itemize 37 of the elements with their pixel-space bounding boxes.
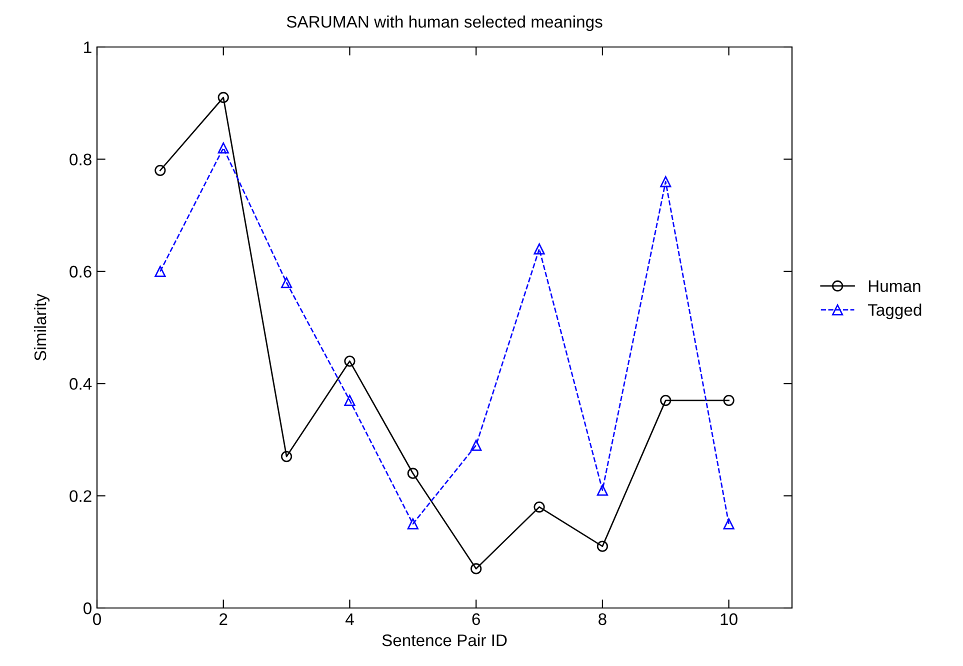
- y-tick-label: 1: [84, 42, 92, 54]
- x-tick-label: 2: [220, 613, 228, 625]
- point: [660, 394, 672, 406]
- legend-label: Human: [868, 280, 920, 292]
- point: [154, 266, 166, 277]
- point: [596, 484, 608, 496]
- x-axis-title: Sentence Pair ID: [382, 634, 507, 646]
- point: [596, 540, 608, 552]
- y-tick-label: 0.6: [70, 266, 92, 278]
- chart-title: SARUMAN with human selected meanings: [286, 15, 602, 32]
- point: [280, 277, 292, 288]
- point: [723, 394, 734, 406]
- x-tick-label: 10: [720, 613, 738, 626]
- point: [534, 501, 545, 513]
- point: [218, 92, 229, 104]
- point: [344, 356, 356, 367]
- y-tick-label: 0.8: [70, 154, 92, 166]
- point: [470, 563, 482, 574]
- point: [407, 518, 418, 530]
- y-tick-label: 0.2: [70, 490, 92, 502]
- y-tick-label: 0.4: [70, 378, 92, 390]
- point: [280, 450, 292, 462]
- point: [534, 243, 545, 255]
- y-tick-label: 0: [84, 602, 92, 614]
- x-tick-label: 4: [345, 613, 354, 625]
- y-axis-title: Similarity: [34, 294, 50, 361]
- point: [154, 164, 166, 176]
- point: [660, 176, 672, 188]
- point: [344, 394, 356, 406]
- point: [470, 440, 482, 451]
- x-tick-label: 8: [598, 613, 606, 626]
- point: [218, 142, 229, 154]
- legend-label: Tagged: [868, 304, 922, 320]
- point: [723, 518, 734, 530]
- x-tick-label: 0: [93, 613, 101, 626]
- point: [407, 468, 418, 479]
- x-tick-label: 6: [472, 613, 480, 626]
